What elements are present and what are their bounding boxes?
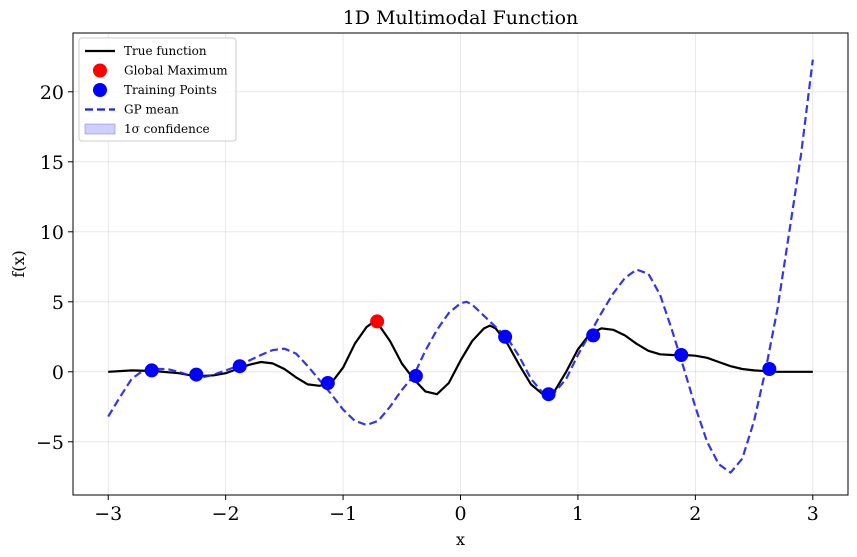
y-axis: −5 0 5 10 15 20 <box>36 82 73 454</box>
legend-swatch-1-confidence <box>84 123 116 135</box>
x-tick-label: 0 <box>454 503 466 525</box>
training-points-point <box>498 329 513 344</box>
y-tick-label: 0 <box>52 362 64 384</box>
gp-mean-line <box>107 59 814 474</box>
legend-swatch-training-points <box>93 83 107 97</box>
y-axis-label: f(x) <box>9 250 28 277</box>
x-tick-label: −1 <box>329 503 357 525</box>
y-tick-label: 10 <box>40 222 64 244</box>
x-tick-label: −2 <box>212 503 240 525</box>
legend-swatch-global-maximum <box>93 63 107 78</box>
legend-label-gp-mean: GP mean <box>124 103 179 117</box>
chart-title: 1D Multimodal Function <box>343 7 579 29</box>
x-tick-label: 1 <box>572 503 584 525</box>
training-points-point <box>586 328 601 343</box>
x-axis-label: x <box>456 530 465 549</box>
legend-box <box>78 37 237 142</box>
x-tick-label: 3 <box>807 503 819 525</box>
legend: True function Global Maximum Training Poin… <box>78 37 237 142</box>
legend-label-global-maximum: Global Maximum <box>124 64 228 78</box>
training-points-point <box>320 376 335 390</box>
y-tick-label: 20 <box>40 82 64 104</box>
training-points-point <box>541 387 556 402</box>
training-points-point <box>408 369 423 383</box>
x-tick-label: 2 <box>689 503 701 525</box>
global-maximum-point <box>370 314 385 329</box>
y-tick-label: 15 <box>40 152 64 174</box>
legend-label-training-points: Training Points <box>124 83 217 97</box>
training-points-point <box>762 362 777 376</box>
training-points-point <box>144 363 159 378</box>
y-tick-label: −5 <box>36 432 64 454</box>
x-axis: −3 −2 −1 0 1 2 3 <box>94 495 819 525</box>
y-tick-label: 5 <box>52 292 64 314</box>
grid <box>73 33 848 495</box>
training-points-point <box>189 367 204 382</box>
training-points-point <box>674 348 689 362</box>
legend-label-true-function: True function <box>124 44 207 58</box>
points-layer <box>144 314 777 402</box>
training-points-point <box>232 359 247 374</box>
legend-label-1-confidence: 1σ confidence <box>124 122 210 136</box>
x-tick-label: −3 <box>94 503 122 525</box>
